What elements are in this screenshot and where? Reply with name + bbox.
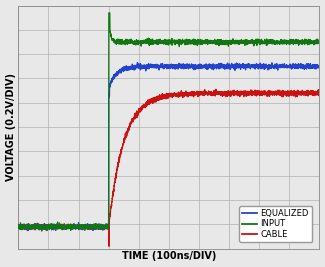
Legend: EQUALIZED, INPUT, CABLE: EQUALIZED, INPUT, CABLE <box>239 206 312 242</box>
Y-axis label: VOLTAGE (0.2V/DIV): VOLTAGE (0.2V/DIV) <box>6 73 16 181</box>
X-axis label: TIME (100ns/DIV): TIME (100ns/DIV) <box>122 252 216 261</box>
